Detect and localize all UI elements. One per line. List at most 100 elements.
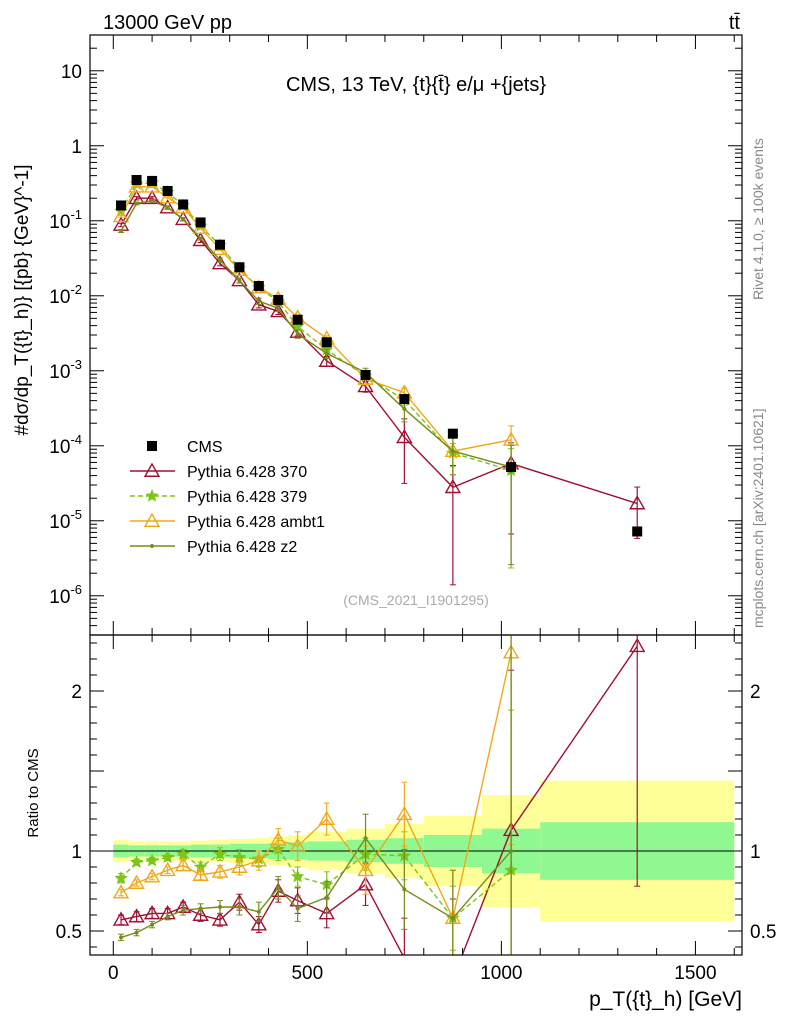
dot-marker — [198, 236, 203, 241]
dot-marker — [276, 885, 281, 890]
triangle-marker — [250, 852, 268, 867]
y-tick-label: 10-6 — [49, 582, 82, 608]
ratio-tick-label-right: 0.5 — [750, 922, 776, 943]
rivet-version-label: Rivet 4.1.0, ≥ 100k events — [750, 138, 766, 300]
triangle-marker — [270, 831, 287, 846]
dot-marker — [181, 908, 186, 913]
series-pythia-6-428-z2 — [118, 198, 515, 566]
star-marker — [129, 855, 144, 868]
star-marker — [145, 488, 159, 502]
square-marker — [360, 369, 371, 380]
ratio-tick-label: 2 — [71, 682, 82, 703]
series-line — [120, 197, 638, 505]
dot-marker — [237, 905, 242, 909]
triangle-marker — [192, 231, 209, 247]
triangle-marker — [629, 495, 646, 510]
square-marker — [399, 394, 410, 405]
triangle-marker — [143, 904, 161, 920]
legend-label: Pythia 6.428 z2 — [187, 539, 297, 556]
series-line — [120, 185, 512, 452]
dot-marker — [324, 351, 329, 356]
header-process: 13000 GeV pp — [103, 12, 232, 34]
dot-marker — [218, 258, 223, 262]
square-marker — [273, 294, 284, 305]
legend: CMS Pythia 6.428 370 Pythia 6.428 379 Pythi… — [130, 439, 325, 556]
analysis-watermark: (CMS_2021_I1901295) — [343, 592, 489, 608]
triangle-marker — [128, 908, 145, 923]
legend-entry: Pythia 6.428 379 — [130, 488, 307, 506]
ratio-frame — [89, 634, 743, 956]
dot-marker — [119, 229, 124, 234]
square-marker — [131, 174, 142, 185]
ratio-line — [120, 652, 512, 921]
triangle-marker — [174, 210, 192, 226]
triangle-marker — [192, 906, 209, 921]
dot-marker — [402, 406, 407, 411]
dot-marker — [450, 449, 455, 454]
ratio-line — [120, 848, 512, 920]
series-line — [120, 200, 512, 468]
star-marker — [114, 871, 128, 884]
dot-marker — [181, 217, 186, 222]
y-tick-label: 10-3 — [49, 357, 82, 383]
triangle-marker — [174, 856, 192, 872]
dot-marker — [509, 849, 514, 853]
square-marker — [292, 314, 303, 325]
triangle-marker — [444, 478, 462, 494]
y-tick-label: 10-1 — [49, 207, 82, 233]
dot-marker — [237, 278, 242, 283]
dot-marker — [295, 331, 300, 336]
star-marker — [290, 869, 305, 883]
square-marker — [178, 199, 189, 210]
triangle-marker — [629, 637, 646, 653]
triangle-marker — [231, 272, 248, 287]
y-tick-label: 10-5 — [49, 507, 82, 533]
dot-marker — [324, 895, 329, 900]
triangle-marker — [318, 810, 335, 825]
legend-label: Pythia 6.428 379 — [187, 489, 307, 506]
star-marker — [145, 853, 159, 867]
y-tick-label: 10 — [61, 62, 82, 83]
legend-entry: Pythia 6.428 z2 — [130, 539, 297, 556]
square-marker — [195, 217, 206, 228]
triangle-marker — [112, 207, 130, 223]
mcplots-label: mcplots.cern.ch [arXiv:2401.10621] — [750, 409, 766, 628]
series-cms-data — [116, 174, 643, 537]
x-tick-label: 1000 — [480, 963, 522, 984]
dot-marker — [276, 306, 281, 311]
legend-label: CMS — [187, 439, 223, 456]
ratio-series-pythia-6-428-z2 — [118, 635, 515, 955]
legend-label: Pythia 6.428 370 — [187, 464, 307, 481]
ratio-plot-area — [112, 635, 646, 955]
triangle-marker — [112, 884, 130, 899]
triangle-marker — [289, 837, 306, 853]
dot-marker — [295, 906, 300, 911]
triangle-marker — [357, 861, 374, 877]
triangle-marker — [192, 866, 209, 881]
legend-entry: Pythia 6.428 370 — [130, 462, 307, 481]
main-plot-area — [112, 174, 646, 586]
square-marker — [147, 175, 158, 186]
series-pythia-6-428-379 — [114, 175, 518, 569]
ratio-y-ticks: 0.5 0.5 1 1 2 2 — [56, 642, 776, 948]
square-marker — [234, 262, 245, 273]
triangle-marker — [270, 302, 287, 318]
star-marker — [176, 847, 190, 860]
square-marker — [447, 428, 458, 439]
ratio-tick-label: 1 — [71, 842, 82, 863]
dot-marker — [165, 205, 170, 210]
legend-entry-cms: CMS — [147, 439, 223, 456]
dot-marker — [134, 201, 139, 206]
dot-marker — [150, 198, 155, 203]
chart-title: CMS, 13 TeV, {t}{t̄} e/μ +{jets} — [286, 74, 546, 96]
square-marker — [162, 185, 173, 196]
x-axis-label: p_T({t}_h) [GeV] — [589, 988, 742, 1011]
triangle-marker — [143, 868, 161, 883]
square-marker — [632, 526, 643, 537]
triangle-marker — [231, 858, 248, 873]
x-tick-label: 1500 — [674, 963, 716, 984]
triangle-marker — [143, 512, 161, 527]
dot-marker — [256, 909, 261, 914]
y-tick-label: 10-2 — [49, 282, 82, 308]
